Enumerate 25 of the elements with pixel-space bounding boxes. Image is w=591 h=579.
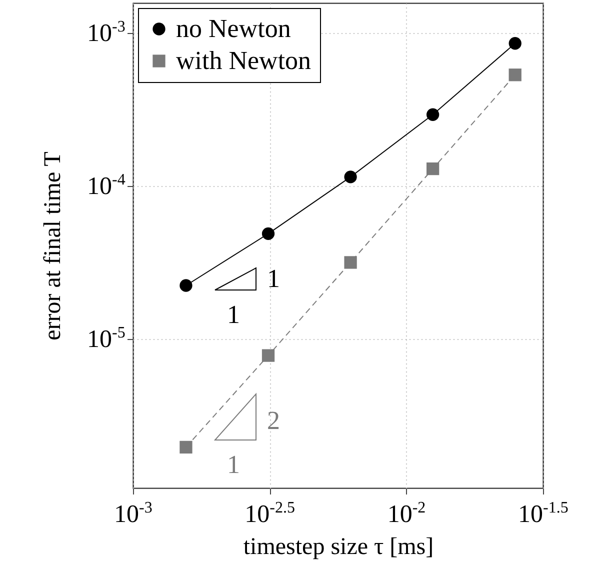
y-tick-label: 10$^{-4}$ — [87, 171, 126, 200]
x-tick-label: 10$^{-1.5}$ — [518, 499, 568, 528]
point — [508, 68, 522, 82]
annotation: 1 — [227, 300, 240, 329]
legend-label: no Newton — [176, 14, 291, 43]
point — [344, 170, 357, 184]
y-axis-title: error at final time T — [40, 151, 66, 340]
point — [508, 37, 522, 50]
x-tick-label: 10$^{-3}$ — [114, 499, 152, 528]
point — [180, 279, 192, 292]
point — [426, 162, 440, 176]
annotation: 1 — [267, 264, 280, 293]
point — [180, 440, 192, 454]
y-tick-label: 10$^{-5}$ — [87, 324, 126, 353]
annotation: 2 — [267, 406, 280, 435]
point — [344, 256, 357, 269]
point — [262, 227, 275, 240]
x-axis-title: timestep size τ [ms] — [243, 534, 434, 560]
x-tick-label: 10$^{-2}$ — [387, 499, 426, 528]
point — [262, 349, 275, 362]
point — [426, 108, 440, 121]
legend-label: with Newton — [176, 46, 312, 75]
annotation: 1 — [227, 450, 240, 479]
y-tick-label: 10$^{-3}$ — [87, 18, 126, 47]
x-tick-label: 10$^{-2.5}$ — [244, 499, 295, 528]
